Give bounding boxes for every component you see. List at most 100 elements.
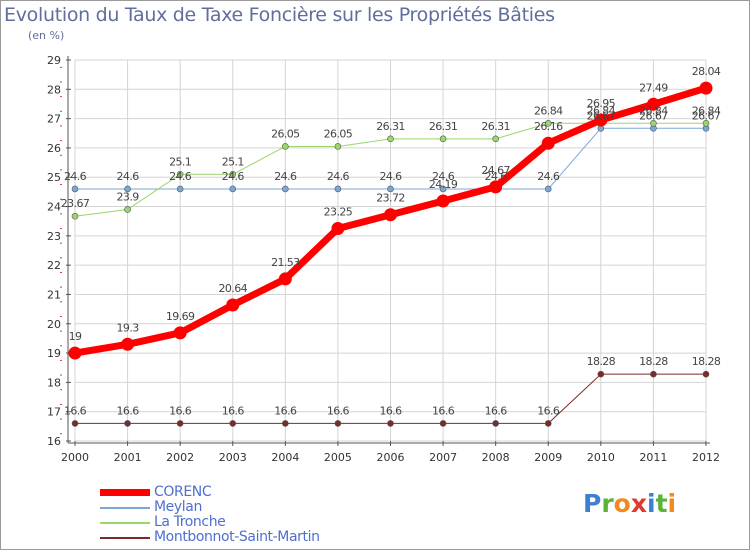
x-tick-label: 2002 [166,451,194,464]
data-point-la-tronche [124,206,131,213]
data-label-montbonnot-saint-martin: 16.6 [485,404,508,417]
x-tick-label: 2007 [429,451,457,464]
data-point-corenc [436,194,450,208]
logo-letter: t [655,489,668,518]
data-point-corenc [173,326,187,340]
y-tick-label: 18 [47,376,61,389]
data-label-la-tronche: 23.9 [117,190,140,203]
data-label-corenc: 19.69 [166,310,195,323]
y-tick-label: 17 [47,406,61,419]
chart-subtitle: (en %) [28,29,65,42]
data-label-corenc: 24.19 [429,178,458,191]
data-point-montbonnot-saint-martin [176,420,184,427]
data-label-la-tronche: 26.31 [376,120,405,133]
data-point-meylan [334,185,342,193]
data-label-meylan: 24.6 [537,170,560,183]
data-point-corenc [489,180,503,194]
data-point-meylan [387,185,394,193]
data-point-meylan [176,185,184,193]
legend-swatch [100,489,150,496]
data-label-montbonnot-saint-martin: 16.6 [274,404,297,417]
legend-swatch [100,522,150,524]
data-point-meylan [71,185,79,193]
data-point-montbonnot-saint-martin [702,370,710,378]
logo-letter: P [583,489,602,518]
data-label-meylan: 26.67 [692,109,721,122]
data-point-la-tronche [334,143,342,150]
logo-letter: r [601,489,614,518]
legend-swatch [100,537,150,539]
data-label-la-tronche: 25.1 [222,155,244,168]
data-point-la-tronche [229,171,237,178]
data-point-montbonnot-saint-martin [492,420,499,427]
data-point-corenc [121,337,135,351]
legend-label: Montbonnot-Saint-Martin [154,529,320,545]
data-point-corenc [226,298,240,312]
data-point-montbonnot-saint-martin [650,370,657,378]
data-label-montbonnot-saint-martin: 16.6 [222,404,245,417]
data-point-la-tronche [650,120,657,127]
data-label-meylan: 24.6 [274,170,297,183]
data-label-la-tronche: 26.84 [639,104,668,117]
data-point-corenc [699,81,713,95]
data-label-meylan: 24.6 [485,170,508,183]
data-label-montbonnot-saint-martin: 16.6 [432,404,455,417]
data-label-montbonnot-saint-martin: 18.28 [639,355,668,368]
data-label-corenc: 21.53 [271,256,300,269]
y-tick-label: 19 [47,347,61,360]
y-tick-label: 26 [47,142,61,155]
data-label-montbonnot-saint-martin: 16.6 [327,404,350,417]
chart-title: Evolution du Taux de Taxe Foncière sur l… [4,4,555,26]
x-tick-label: 2004 [271,451,299,464]
y-tick-label: 16 [47,435,61,448]
data-point-la-tronche [702,120,710,127]
data-label-montbonnot-saint-martin: 16.6 [64,404,87,417]
x-tick-label: 2006 [377,451,405,464]
data-label-montbonnot-saint-martin: 18.28 [692,355,721,368]
data-label-la-tronche: 23.67 [61,197,90,210]
y-tick-label: 20 [47,318,61,331]
data-label-corenc: 19 [69,330,82,343]
y-tick-label: 21 [47,288,61,301]
data-point-la-tronche [387,135,394,143]
data-label-meylan: 24.6 [432,170,455,183]
data-label-la-tronche: 26.84 [534,104,563,117]
data-point-la-tronche [544,120,552,127]
logo-letter: x [630,489,647,518]
data-label-meylan: 24.6 [64,170,87,183]
data-point-la-tronche [282,143,289,150]
x-tick-label: 2005 [324,451,352,464]
data-label-corenc: 28.04 [692,65,721,78]
data-point-meylan [282,185,289,193]
data-point-montbonnot-saint-martin [544,420,552,427]
data-label-la-tronche: 26.84 [587,104,616,117]
data-label-corenc: 24.67 [481,164,510,177]
data-label-corenc: 26.95 [587,97,616,110]
y-tick-label: 24 [47,201,61,214]
data-label-meylan: 26.67 [587,109,616,122]
data-point-corenc [68,346,82,360]
data-label-meylan: 24.6 [117,170,140,183]
y-tick-label: 28 [47,83,61,96]
data-label-corenc: 27.49 [639,81,668,94]
y-tick-label: 25 [47,171,61,184]
logo-letter: i [647,489,656,518]
data-label-montbonnot-saint-martin: 16.6 [117,404,140,417]
logo-letter: o [613,489,631,518]
x-tick-label: 2008 [482,451,510,464]
legend-label: La Tronche [154,514,226,530]
data-label-corenc: 23.25 [324,206,353,219]
data-label-meylan: 24.6 [222,170,245,183]
proxiti-logo: Proxiti [583,489,676,518]
data-label-montbonnot-saint-martin: 18.28 [587,355,616,368]
data-label-corenc: 23.72 [376,192,405,205]
data-label-la-tronche: 25.1 [169,155,191,168]
data-label-meylan: 24.6 [169,170,192,183]
data-point-montbonnot-saint-martin [282,420,289,427]
data-point-corenc [331,222,345,236]
y-tick-label: 22 [47,259,61,272]
data-label-la-tronche: 26.84 [692,104,721,117]
data-label-la-tronche: 26.05 [324,127,353,140]
y-tick-label: 27 [47,113,61,126]
